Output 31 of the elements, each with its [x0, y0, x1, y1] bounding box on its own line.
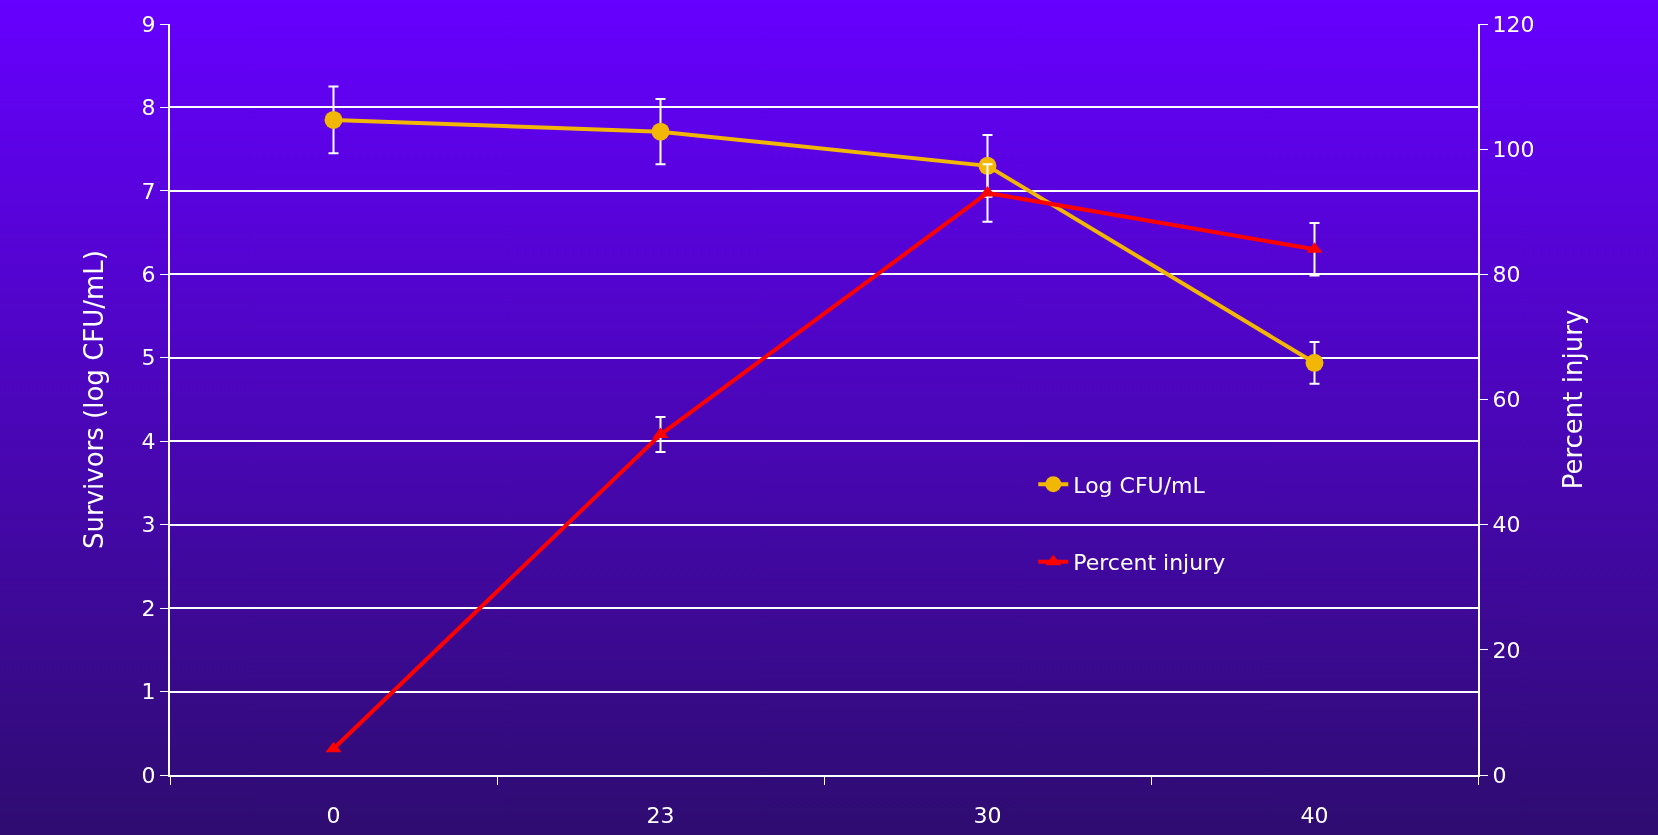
x-tick-label: 23	[646, 803, 675, 829]
point	[651, 122, 670, 141]
y-tick-label: 3	[141, 512, 156, 538]
y-tick-label: 7	[141, 178, 156, 204]
y-tick-label: 4	[141, 428, 156, 454]
y2-tick-label: 100	[1492, 136, 1535, 162]
y-tick-label: 1	[141, 679, 156, 705]
x-tick-label: 0	[326, 803, 341, 829]
y2-axis-title: Percent injury	[1557, 309, 1588, 490]
y-tick-label: 8	[141, 95, 156, 121]
y-axis-title: Survivors (log CFU/mL)	[79, 250, 110, 549]
point	[652, 427, 669, 439]
y2-tick-label: 120	[1492, 11, 1535, 37]
y-tick-label: 2	[141, 595, 156, 621]
y2-tick-label: 20	[1492, 637, 1521, 663]
y-tick-label: 5	[141, 345, 156, 371]
point	[979, 185, 996, 197]
legend-label: Percent injury	[1073, 550, 1226, 576]
x-tick-label: 40	[1300, 803, 1329, 829]
y2-tick-label: 60	[1492, 387, 1521, 413]
y2-tick-label: 0	[1492, 762, 1507, 788]
legend-label: Log CFU/mL	[1073, 472, 1206, 498]
x-tick-label: 30	[973, 803, 1002, 829]
y-tick-label: 0	[141, 762, 156, 788]
point	[1305, 353, 1324, 372]
y2-tick-label: 80	[1492, 262, 1521, 288]
point	[324, 110, 343, 129]
y-tick-label: 6	[141, 262, 156, 288]
point	[325, 741, 342, 753]
y-tick-label: 9	[141, 11, 156, 37]
y2-tick-label: 40	[1492, 512, 1521, 538]
